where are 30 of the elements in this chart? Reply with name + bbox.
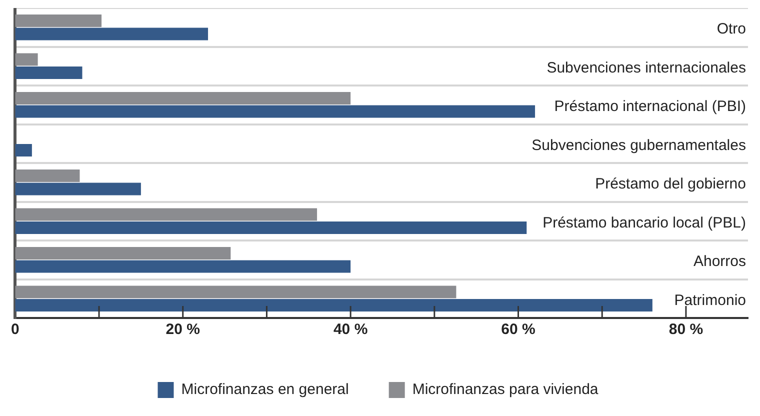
bar [15, 105, 536, 118]
x-tick-label: 20 % [166, 321, 200, 338]
x-tick-label: 80 % [668, 321, 704, 338]
bar [15, 298, 652, 312]
y-tick-label: Patrimonio [674, 292, 746, 309]
bar [15, 144, 32, 156]
bar [15, 221, 527, 234]
bar [15, 182, 141, 196]
y-tick-label: Préstamo bancario local (PBL) [542, 214, 746, 232]
x-tick-label: 60 % [501, 321, 536, 338]
y-tick-label: Préstamo del gobierno [595, 176, 746, 193]
bar [15, 53, 38, 66]
bar [15, 92, 351, 105]
bar [15, 247, 231, 260]
y-tick-label: Otro [716, 20, 746, 38]
bar [15, 208, 318, 221]
bar [15, 286, 456, 298]
x-tick-label: 40 % [333, 321, 368, 338]
bar [15, 170, 80, 182]
bar [15, 14, 102, 28]
bar [15, 66, 82, 79]
y-tick-label: Subvenciones gubernamentales [532, 136, 746, 154]
bar [15, 28, 208, 40]
bar [15, 260, 351, 273]
legend-label: Microfinanzas para vivienda [412, 381, 599, 398]
y-tick-label: Ahorros [693, 253, 746, 270]
y-tick-label: Subvenciones internacionales [546, 59, 746, 76]
legend-label: Microfinanzas en general [181, 381, 349, 398]
y-tick-label: Préstamo internacional (PBI) [554, 98, 746, 116]
x-tick-label: 0 [11, 321, 20, 338]
